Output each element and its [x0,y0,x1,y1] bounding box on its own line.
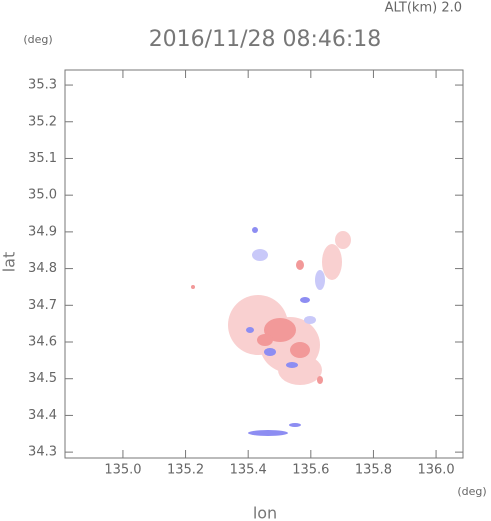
x-tick-label: 135.4 [230,463,267,478]
echo-field [191,227,351,436]
altitude-label: ALT(km) 2.0 [385,1,462,16]
y-tick-label: 35.0 [28,188,57,203]
y-tick-label: 34.7 [28,298,57,313]
x-tick-label: 136.0 [417,463,454,478]
y-tick-label: 34.6 [28,335,57,350]
y-axis-label: lat [0,252,19,273]
x-unit: (deg) [457,485,486,498]
y-tick-label: 34.5 [28,371,57,386]
x-tick-label: 135.8 [355,463,392,478]
y-tick-label: 34.8 [28,261,57,276]
x-tick-label: 135.2 [167,463,204,478]
y-tick-label: 34.3 [28,445,57,460]
x-tick-label: 135.0 [104,463,141,478]
y-tick-label: 34.9 [28,224,57,239]
plot-frame [64,69,464,459]
x-axis-label: lon [253,504,277,521]
y-tick-label: 35.1 [28,151,57,166]
x-tick-label: 135.6 [292,463,329,478]
y-unit: (deg) [23,33,52,46]
y-tick-label: 35.2 [28,114,57,129]
y-tick-label: 35.3 [28,78,57,93]
y-tick-label: 34.4 [28,408,57,423]
chart-title: 2016/11/28 08:46:18 [149,27,382,52]
